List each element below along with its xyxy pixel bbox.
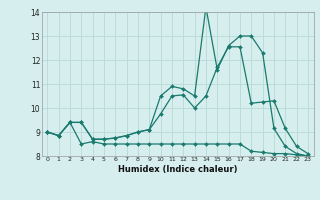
- X-axis label: Humidex (Indice chaleur): Humidex (Indice chaleur): [118, 165, 237, 174]
